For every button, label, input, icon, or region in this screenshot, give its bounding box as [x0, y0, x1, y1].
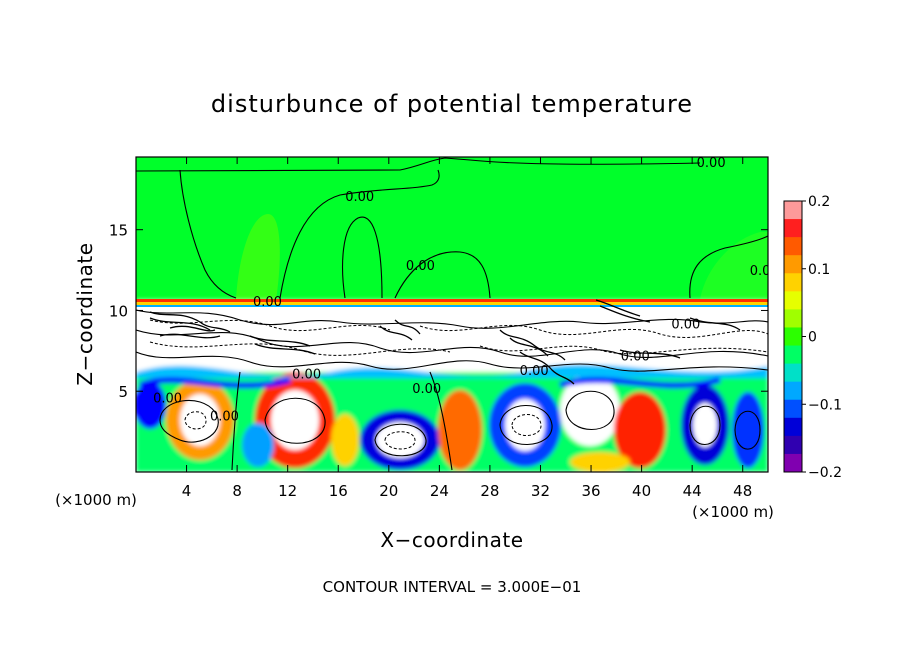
colorbar-swatch — [784, 327, 802, 347]
contour-label: 0.00 — [520, 364, 549, 379]
colorbar-swatch — [784, 363, 802, 383]
contour-label: 0.00 — [253, 295, 282, 310]
y-tick-label: 10 — [109, 302, 128, 320]
colorbar-swatch — [784, 219, 802, 238]
colorbar-swatch — [784, 291, 802, 310]
colorbar-swatch — [784, 381, 802, 401]
y-unit-label: (×1000 m) — [692, 503, 774, 521]
contour-label: 0.00 — [345, 190, 374, 205]
colorbar-swatch — [784, 453, 802, 473]
contour-label: 0.00 — [292, 367, 321, 382]
upper-layer-plume — [700, 232, 768, 300]
x-tick-label: 40 — [632, 482, 651, 500]
x-tick-label: 20 — [379, 482, 398, 500]
contour-interval-footer: CONTOUR INTERVAL = 3.000E−01 — [323, 578, 582, 596]
x-tick-label: 36 — [581, 482, 600, 500]
x-tick-label: 44 — [683, 482, 702, 500]
contour-label: 0.00 — [671, 317, 700, 332]
colorbar-ticks: 0.2 0.1 0 −0.1 −0.2 — [802, 194, 842, 481]
colorbar-swatch — [784, 201, 802, 220]
colorbar-swatch — [784, 273, 802, 292]
contour-label: 0.00 — [153, 392, 182, 407]
colorbar-swatch — [784, 345, 802, 365]
y-axis: 5 10 15 — [109, 222, 768, 401]
upper-layer-field — [136, 157, 768, 307]
colorbar-swatch — [784, 399, 802, 419]
colorbar-tick-label: 0.2 — [808, 194, 830, 210]
colorbar-swatch — [784, 255, 802, 274]
y-tick-label: 15 — [109, 222, 128, 240]
y-axis-label: Z−coordinate — [73, 242, 97, 385]
contour-labels: 0.00 0.00 0.00 0.00 0.00 0.00 0.00 0.00 0.00 0.00… — [153, 156, 779, 424]
x-tick-label: 4 — [182, 482, 192, 500]
y-tick-label: 5 — [118, 383, 128, 401]
x-tick-label: 28 — [480, 482, 499, 500]
colorbar-tick-label: 0 — [808, 330, 817, 346]
colorbar: 0.2 0.1 0 −0.1 −0.2 — [783, 194, 842, 481]
plot-area: 0.00 0.00 0.00 0.00 0.00 0.00 0.00 0.00 0.00 0.00… — [109, 156, 779, 500]
x-tick-label: 12 — [278, 482, 297, 500]
colorbar-swatch — [784, 417, 802, 437]
x-tick-label: 16 — [329, 482, 348, 500]
colorbar-tick-label: −0.2 — [808, 465, 842, 481]
x-tick-label: 48 — [733, 482, 752, 500]
plot-frame — [135, 156, 769, 473]
contour-label: 0.00 — [621, 350, 650, 365]
colorbar-swatch — [784, 237, 802, 256]
colorbar-tick-label: 0.1 — [808, 262, 830, 278]
chart-title: disturbunce of potential temperature — [211, 90, 693, 118]
contour-clusters — [149, 299, 741, 385]
x-axis: 4 8 12 16 20 24 28 32 36 40 44 48 — [182, 157, 752, 500]
inversion-interface — [136, 299, 768, 307]
x-unit-label: (×1000 m) — [55, 491, 137, 509]
x-tick-label: 24 — [430, 482, 449, 500]
contour-label: 0.00 — [412, 382, 441, 397]
x-tick-label: 8 — [232, 482, 242, 500]
upper-layer-plume — [236, 214, 280, 300]
contour-lines — [136, 157, 768, 471]
x-tick-label: 32 — [531, 482, 550, 500]
colorbar-swatch — [784, 435, 802, 455]
contour-label: 0.00 — [697, 156, 726, 171]
colorbar-tick-label: −0.1 — [808, 397, 842, 413]
contour-label: 0.00 — [210, 409, 239, 424]
colorbar-swatches — [784, 201, 802, 473]
colorbar-swatch — [784, 309, 802, 328]
contour-label: 0.00 — [406, 259, 435, 274]
contour-label: 0.00 — [750, 264, 779, 279]
x-axis-label: X−coordinate — [380, 528, 523, 552]
